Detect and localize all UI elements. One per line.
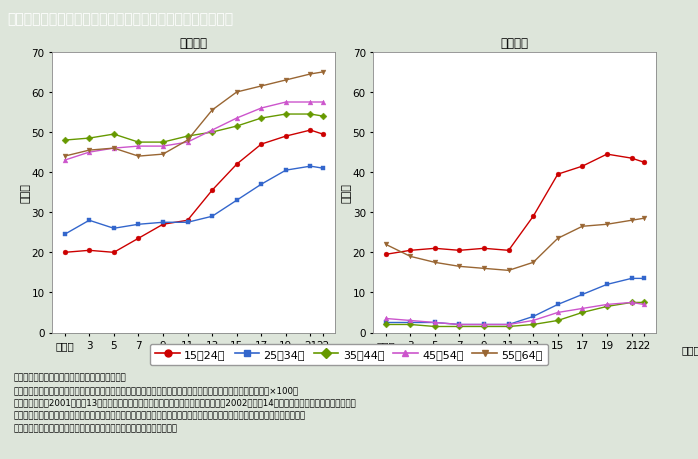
Text: （年）: （年） [681, 344, 698, 354]
Y-axis label: （％）: （％） [341, 183, 351, 203]
Title: （女性）: （女性） [179, 37, 208, 50]
Title: （男性）: （男性） [500, 37, 529, 50]
Text: （備考）　１．総務省「労働力調査」より作成。
　　　　　２．非正規雇用比率＝（非正規の職員・従業員）／（正規の職員・従業員＋非正規の職員・従業員）×100。
　: （備考） １．総務省「労働力調査」より作成。 ２．非正規雇用比率＝（非正規の職員… [14, 372, 357, 432]
Legend: 15～24歳, 25～34歳, 35～44歳, 45～54歳, 55～64歳: 15～24歳, 25～34歳, 35～44歳, 45～54歳, 55～64歳 [150, 344, 548, 365]
Text: （年）: （年） [360, 344, 379, 354]
Text: 第１－２－７図　男女別・年齢階級別非正規雇用比率の推移: 第１－２－７図 男女別・年齢階級別非正規雇用比率の推移 [7, 12, 233, 27]
Y-axis label: （％）: （％） [20, 183, 30, 203]
